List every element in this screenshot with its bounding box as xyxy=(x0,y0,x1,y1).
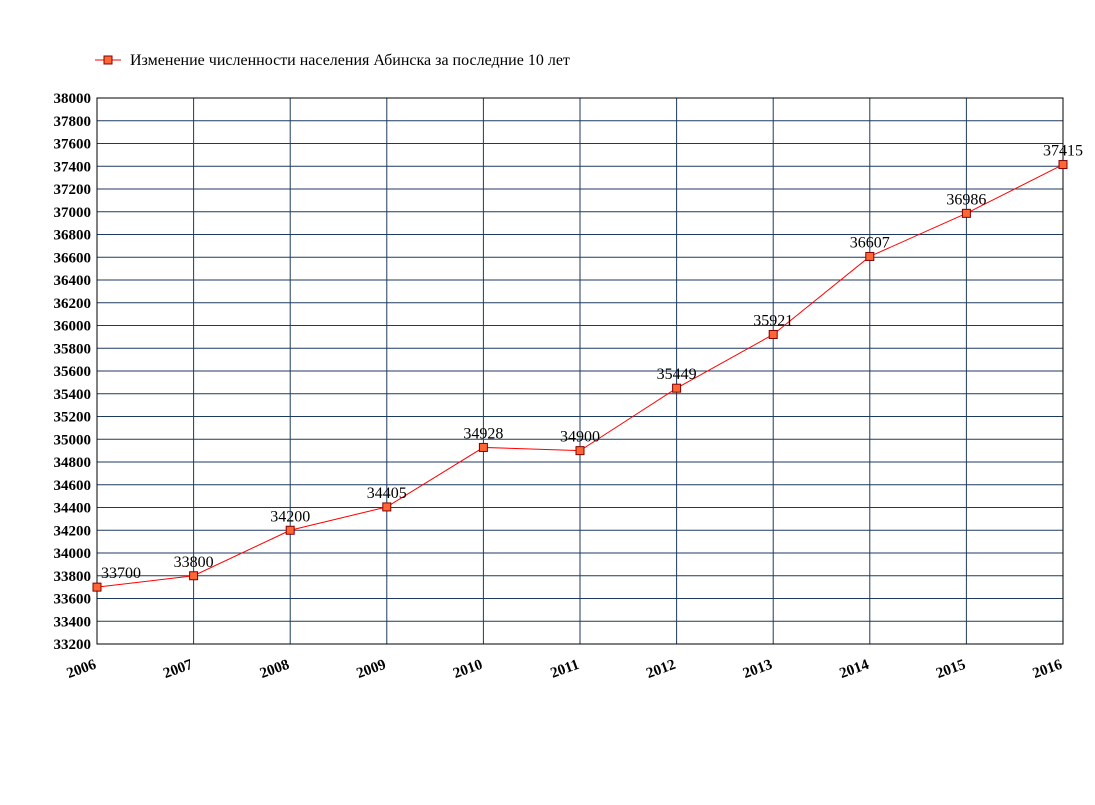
point-marker xyxy=(672,383,682,393)
y-tick-label: 37400 xyxy=(54,159,92,175)
data-label: 36986 xyxy=(946,191,986,208)
point-marker xyxy=(768,329,778,339)
y-tick-label: 37000 xyxy=(54,205,92,221)
y-tick-label: 34400 xyxy=(54,501,92,517)
point-marker xyxy=(961,208,971,218)
y-tick-label: 33400 xyxy=(54,614,92,630)
x-tick-label: 2012 xyxy=(644,657,678,682)
data-label: 34928 xyxy=(463,425,503,442)
data-label: 33800 xyxy=(174,554,214,571)
y-tick-label: 33600 xyxy=(54,592,92,608)
y-tick-label: 34200 xyxy=(54,523,92,539)
y-tick-label: 33800 xyxy=(54,569,92,585)
x-tick-label: 2006 xyxy=(65,657,99,682)
y-tick-label: 34800 xyxy=(54,455,92,471)
data-label: 36607 xyxy=(850,234,890,251)
y-tick-label: 36600 xyxy=(54,250,92,266)
y-tick-label: 37800 xyxy=(54,114,92,130)
x-tick-label: 2016 xyxy=(1031,657,1065,682)
y-tick-label: 35400 xyxy=(54,387,92,403)
x-tick-label: 2013 xyxy=(741,657,775,682)
data-label: 37415 xyxy=(1043,143,1083,160)
x-tick-label: 2010 xyxy=(451,657,485,682)
y-tick-label: 36000 xyxy=(54,319,92,335)
y-tick-label: 33200 xyxy=(54,637,92,653)
point-marker xyxy=(865,251,875,261)
x-tick-label: 2009 xyxy=(355,657,389,682)
data-label: 34200 xyxy=(270,508,310,525)
x-tick-label: 2011 xyxy=(548,657,581,682)
legend-label: Изменение численности населения Абинска … xyxy=(130,52,570,69)
y-tick-label: 38000 xyxy=(54,91,92,107)
point-marker xyxy=(285,525,295,535)
y-tick-label: 35800 xyxy=(54,341,92,357)
y-tick-label: 36200 xyxy=(54,296,92,312)
data-label: 33700 xyxy=(101,565,141,582)
y-tick-label: 36400 xyxy=(54,273,92,289)
point-marker xyxy=(575,446,585,456)
data-label: 35449 xyxy=(657,366,697,383)
point-marker xyxy=(382,502,392,512)
y-tick-label: 37600 xyxy=(54,137,92,153)
data-label: 34900 xyxy=(560,429,600,446)
plot-frame xyxy=(96,97,1064,645)
x-tick-label: 2014 xyxy=(838,657,872,682)
x-tick-label: 2008 xyxy=(258,657,292,682)
y-tick-label: 34000 xyxy=(54,546,92,562)
point-marker xyxy=(189,571,199,581)
y-tick-label: 35600 xyxy=(54,364,92,380)
y-tick-label: 35200 xyxy=(54,410,92,426)
x-tick-label: 2015 xyxy=(934,657,968,682)
point-marker xyxy=(92,582,102,592)
y-tick-label: 34600 xyxy=(54,478,92,494)
x-tick-label: 2007 xyxy=(161,657,195,682)
point-marker xyxy=(1058,160,1068,170)
point-marker xyxy=(478,442,488,452)
legend-marker xyxy=(103,55,113,65)
data-label: 34405 xyxy=(367,485,407,502)
data-label: 35921 xyxy=(753,312,793,329)
y-tick-label: 35000 xyxy=(54,432,92,448)
y-tick-label: 36800 xyxy=(54,228,92,244)
y-tick-label: 37200 xyxy=(54,182,92,198)
